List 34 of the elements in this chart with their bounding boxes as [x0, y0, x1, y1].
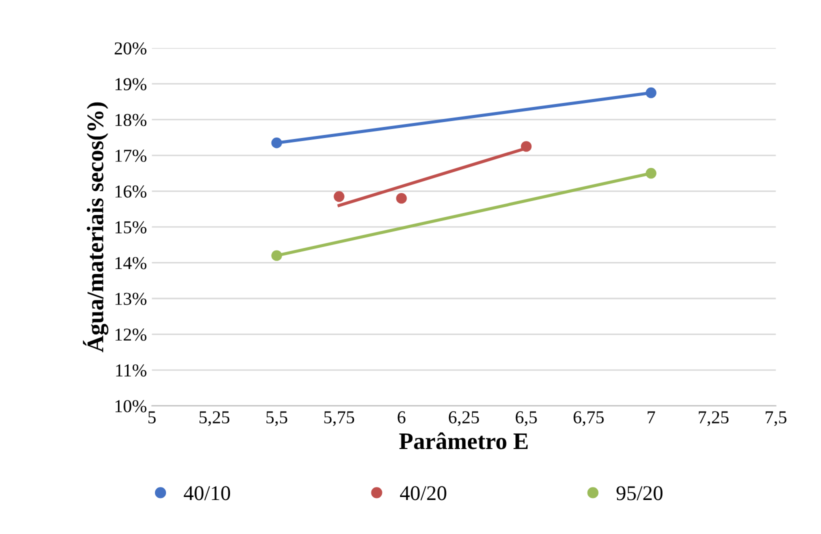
y-tick-label: 12% — [116, 328, 146, 341]
point — [396, 192, 407, 204]
legend-label: 40/20 — [400, 486, 446, 500]
y-tick-label: 17% — [116, 150, 146, 162]
y-tick-label: 16% — [116, 185, 146, 198]
x-tick-label: 5 — [148, 411, 156, 424]
point — [271, 138, 282, 148]
x-tick-label: 5,5 — [266, 411, 288, 426]
legend-label: 40/10 — [184, 486, 230, 500]
x-tick-label: 7,25 — [698, 411, 729, 426]
y-tick-label: 13% — [116, 292, 146, 306]
y-tick-label: 10% — [116, 400, 146, 412]
x-tick-label: 5,25 — [200, 411, 230, 426]
x-axis-title: Parâmetro E — [399, 432, 528, 450]
y-tick-label: 18% — [116, 114, 146, 126]
y-tick-label: 19% — [116, 78, 146, 90]
y-tick-label: 20% — [114, 42, 146, 55]
legend-label: 95/20 — [616, 486, 662, 500]
x-tick-label: 7,5 — [766, 411, 786, 426]
y-tick-label: 14% — [116, 256, 146, 270]
y-tick-label: 15% — [116, 221, 146, 234]
x-tick-label: 7 — [648, 411, 656, 424]
y-tick-label: 11% — [116, 364, 146, 377]
x-tick-label: 6,25 — [448, 411, 479, 426]
point — [520, 141, 532, 152]
x-tick-label: 5,75 — [324, 411, 354, 426]
point — [271, 250, 282, 261]
point — [646, 168, 656, 179]
x-tick-label: 6,75 — [574, 411, 604, 426]
y-axis-title: Água/materiais secos(%) — [82, 102, 108, 352]
point — [646, 87, 656, 98]
x-tick-label: 6 — [398, 411, 406, 424]
x-tick-label: 6,5 — [516, 411, 537, 426]
point — [334, 191, 344, 202]
